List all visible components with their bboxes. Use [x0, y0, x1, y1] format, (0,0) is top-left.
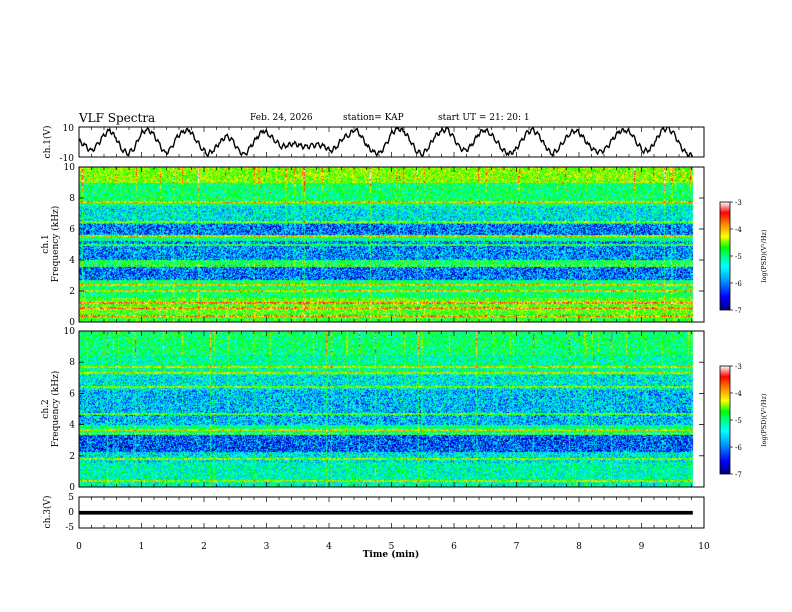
ch1-waveform-panel: 10 -10 ch.1(V)	[42, 124, 705, 164]
ch3-signal-band	[79, 510, 693, 515]
ch2-spec-ytick-label: 8	[69, 358, 75, 368]
ch1-series-line	[79, 127, 693, 157]
date-label: Feb. 24, 2026	[250, 113, 313, 123]
ch2-colorbar-tick-label: -5	[735, 417, 742, 425]
ch1-spectrogram-panel: 0 2 4 6 8 10 ch.1 Frequency (kHz)	[41, 163, 705, 328]
ch3-ytick-top: 5	[68, 493, 74, 503]
ch1-colorbar-tick-label: -7	[735, 307, 742, 315]
start-time-label: start UT = 21: 20: 1	[438, 113, 530, 123]
ch2-colorbar-tick-label: -4	[735, 390, 742, 398]
time-axis-label: Time (min)	[363, 549, 420, 560]
ch1-spec-ytick-label: 4	[69, 256, 75, 266]
time-axis-tick-label: 10	[698, 542, 710, 552]
chart-title: VLF Spectra	[79, 111, 156, 125]
ch1-spectrogram-heatmap	[79, 167, 704, 322]
ch2-spec-ytick-label: 0	[69, 483, 75, 493]
ch1-colorbar-label: log(PSD)(V²/Hz)	[760, 229, 768, 282]
ch1-ytick-bottom: -10	[60, 154, 75, 164]
time-axis-tick-label: 3	[264, 542, 270, 552]
time-axis-tick-label: 1	[139, 542, 145, 552]
ch3-ytick-bottom: -5	[65, 523, 74, 533]
ch2-frequency-tick-labels: 0 2 4 6 8 10	[64, 327, 76, 493]
time-axis-tick-labels: 0 1 2 3 4 5 6 7 8 9 10	[76, 542, 710, 552]
ch2-spectrogram-heatmap	[79, 331, 704, 487]
ch2-spectrogram-ticks	[78, 330, 705, 488]
ch1-spec-ytick-label: 8	[69, 194, 75, 204]
ch2-frequency-label: Frequency (kHz)	[50, 371, 61, 448]
station-label: station= KAP	[343, 113, 404, 123]
ch1-frequency-tick-labels: 0 2 4 6 8 10	[64, 163, 76, 328]
ch2-spec-ytick-label: 4	[69, 421, 75, 431]
ch1-spectrogram-ticks	[78, 166, 705, 323]
ch1-colorbar-gradient	[719, 201, 731, 311]
ch2-spec-ytick-label: 6	[69, 389, 75, 399]
time-axis-tick-label: 2	[201, 542, 207, 552]
ch1-spec-ytick-label: 0	[69, 318, 75, 328]
ch1-colorbar-tick-label: -4	[735, 226, 742, 234]
ch2-colorbar-gradient	[719, 365, 731, 475]
ch1-channel-label: ch.1	[41, 234, 51, 253]
ch1-colorbar-tick-label: -6	[735, 280, 742, 288]
ch2-colorbar-tick-label: -3	[735, 363, 742, 371]
ch2-spectrogram-panel: 0 2 4 6 8 10 ch.2 Frequency (kHz)	[41, 327, 705, 493]
ch3-ylabel: ch.3(V)	[42, 496, 53, 529]
time-axis-tick-label: 6	[451, 542, 457, 552]
ch1-spec-ytick-label: 2	[69, 287, 75, 297]
ch1-spec-ytick-label: 6	[69, 225, 75, 235]
ch3-waveform-panel: 5 0 -5 ch.3(V)	[42, 493, 705, 533]
ch3-x-ticks	[78, 497, 705, 528]
ch2-colorbar-tick-label: -7	[735, 471, 742, 479]
ch2-colorbar-label: log(PSD)(V²/Hz)	[760, 393, 768, 446]
time-axis-tick-label: 8	[576, 542, 582, 552]
ch2-spec-ytick-label: 2	[69, 452, 75, 462]
ch1-colorbar-tick-label: -3	[735, 199, 742, 207]
time-axis-tick-label: 5	[389, 542, 395, 552]
ch2-colorbar: -3 -4 -5 -6 -7 log(PSD)(V²/Hz)	[719, 363, 768, 479]
ch1-colorbar: -3 -4 -5 -6 -7 log(PSD)(V²/Hz)	[719, 199, 768, 315]
ch2-colorbar-ticks: -3 -4 -5 -6 -7	[730, 363, 742, 479]
ch3-ytick-mid: 0	[68, 508, 74, 518]
ch2-channel-label: ch.2	[41, 399, 51, 418]
time-axis-tick-label: 0	[76, 542, 82, 552]
ch1-colorbar-ticks: -3 -4 -5 -6 -7	[730, 199, 742, 315]
ch1-ytick-top: 10	[63, 124, 75, 134]
ch1-frequency-label: Frequency (kHz)	[50, 206, 61, 283]
ch1-ylabel: ch.1(V)	[42, 126, 53, 159]
time-axis-tick-label: 9	[639, 542, 645, 552]
ch1-colorbar-tick-label: -5	[735, 253, 742, 261]
ch2-spec-ytick-label: 10	[64, 327, 76, 337]
time-axis-tick-label: 4	[326, 542, 332, 552]
ch2-colorbar-tick-label: -6	[735, 444, 742, 452]
ch1-spec-ytick-label: 10	[64, 163, 76, 173]
time-axis-tick-label: 7	[514, 542, 520, 552]
